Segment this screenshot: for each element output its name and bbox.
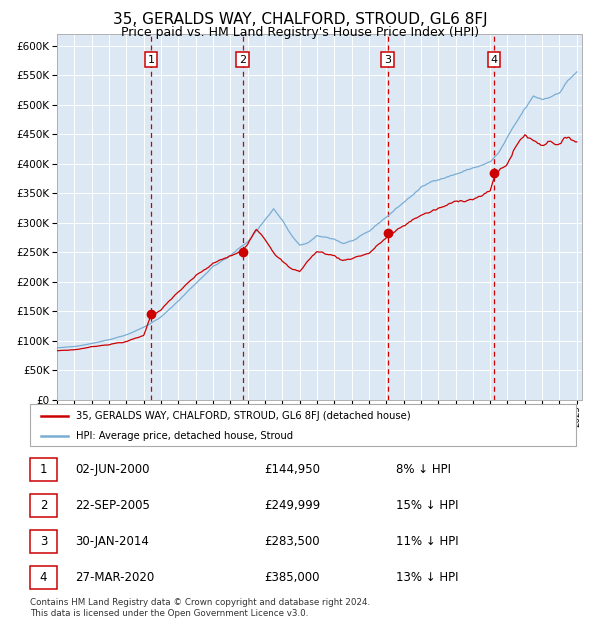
Text: £283,500: £283,500	[264, 535, 320, 547]
Text: 4: 4	[491, 55, 498, 64]
Text: 35, GERALDS WAY, CHALFORD, STROUD, GL6 8FJ (detached house): 35, GERALDS WAY, CHALFORD, STROUD, GL6 8…	[76, 411, 411, 421]
Text: 2: 2	[40, 499, 47, 511]
Text: Price paid vs. HM Land Registry's House Price Index (HPI): Price paid vs. HM Land Registry's House …	[121, 26, 479, 39]
Text: 3: 3	[40, 535, 47, 547]
Text: 35, GERALDS WAY, CHALFORD, STROUD, GL6 8FJ: 35, GERALDS WAY, CHALFORD, STROUD, GL6 8…	[113, 12, 487, 27]
Text: 1: 1	[148, 55, 154, 64]
Text: 11% ↓ HPI: 11% ↓ HPI	[396, 535, 458, 547]
Text: 2: 2	[239, 55, 247, 64]
Text: HPI: Average price, detached house, Stroud: HPI: Average price, detached house, Stro…	[76, 431, 293, 441]
Text: Contains HM Land Registry data © Crown copyright and database right 2024.
This d: Contains HM Land Registry data © Crown c…	[30, 598, 370, 618]
Text: £249,999: £249,999	[264, 499, 320, 511]
Text: £144,950: £144,950	[264, 463, 320, 476]
Text: 15% ↓ HPI: 15% ↓ HPI	[396, 499, 458, 511]
FancyBboxPatch shape	[30, 404, 576, 446]
Text: 02-JUN-2000: 02-JUN-2000	[75, 463, 149, 476]
Text: 22-SEP-2005: 22-SEP-2005	[75, 499, 150, 511]
Text: 3: 3	[384, 55, 391, 64]
Text: £385,000: £385,000	[264, 571, 320, 583]
Text: 30-JAN-2014: 30-JAN-2014	[75, 535, 149, 547]
Text: 8% ↓ HPI: 8% ↓ HPI	[396, 463, 451, 476]
Text: 27-MAR-2020: 27-MAR-2020	[75, 571, 154, 583]
Text: 13% ↓ HPI: 13% ↓ HPI	[396, 571, 458, 583]
Text: 1: 1	[40, 463, 47, 476]
Text: 4: 4	[40, 571, 47, 583]
